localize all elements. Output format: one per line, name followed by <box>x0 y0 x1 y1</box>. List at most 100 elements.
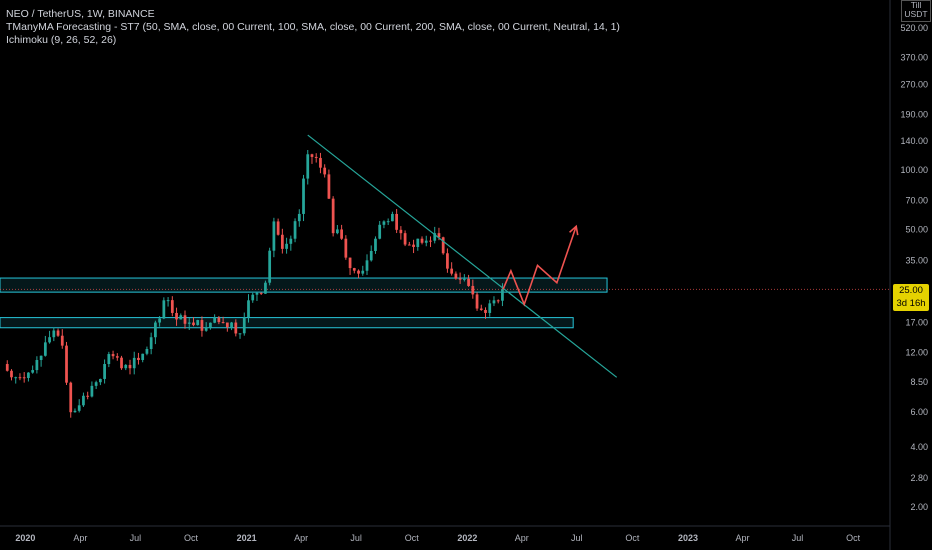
candle-body <box>302 178 305 214</box>
price-tick-label: 70.00 <box>905 196 928 206</box>
candle-body <box>10 370 13 378</box>
price-tick-label: 12.00 <box>905 348 928 358</box>
candle-body <box>306 154 310 179</box>
candle <box>285 237 288 254</box>
candle-body <box>488 303 492 313</box>
candle <box>145 346 149 356</box>
candle <box>149 332 153 355</box>
candle-body <box>255 292 259 295</box>
candle <box>111 350 115 360</box>
candle <box>365 254 369 275</box>
candle-body <box>374 238 377 251</box>
price-tick-label: 2.80 <box>910 473 928 483</box>
price-tick-label: 270.00 <box>900 79 928 89</box>
time-tick-label: Jul <box>350 533 362 543</box>
candle <box>492 296 496 307</box>
candle-body <box>31 370 35 373</box>
candle-body <box>297 213 301 222</box>
candle-body <box>213 317 217 323</box>
indicator-forecasting-label[interactable]: TManyMA Forecasting - ST7 (50, SMA, clos… <box>6 21 620 33</box>
candle-body <box>412 244 415 247</box>
candle <box>31 365 35 374</box>
candle-body <box>492 300 496 304</box>
candle-body <box>90 385 94 397</box>
candle-body <box>145 349 149 354</box>
forecast-arrowhead <box>569 224 579 236</box>
candle <box>137 352 140 365</box>
price-axis[interactable]: 520.00 370.00 270.00 190.00 140.00 100.00 70.0… <box>889 0 928 550</box>
candle-body <box>416 238 420 247</box>
candle-body <box>221 322 225 324</box>
candle <box>200 316 204 337</box>
candle-body <box>310 154 314 157</box>
candle <box>217 316 221 325</box>
candle-body <box>475 294 479 309</box>
price-tick-label: 6.00 <box>910 407 928 417</box>
candle <box>98 378 102 386</box>
candle-body <box>369 250 373 261</box>
candle <box>65 341 68 385</box>
candle-body <box>446 253 449 269</box>
candle <box>56 328 60 337</box>
candle-body <box>56 330 60 336</box>
candle <box>369 245 373 262</box>
time-tick-label: Jul <box>571 533 583 543</box>
candle-body <box>462 278 466 280</box>
time-axis[interactable]: 2020 Apr Jul Oct 2021 Apr Jul Oct 2022 Apr Jul Oct 2… <box>0 525 890 543</box>
candle <box>5 360 9 372</box>
currency-selector[interactable]: Till USDT <box>901 0 931 22</box>
zone-1 <box>0 277 608 293</box>
candle <box>378 220 382 240</box>
time-tick-label: 2022 <box>457 533 477 543</box>
candle <box>302 174 305 222</box>
candle <box>82 392 85 407</box>
candle <box>103 359 106 384</box>
candle-body <box>272 221 276 251</box>
candle-body <box>331 198 335 234</box>
candle-body <box>336 229 339 234</box>
candle <box>399 226 403 240</box>
candle-body <box>484 309 487 313</box>
indicator-ichimoku-label[interactable]: Ichimoku (9, 26, 52, 26) <box>6 34 117 46</box>
candle-body <box>285 243 288 249</box>
candle-body <box>170 300 174 313</box>
candle <box>60 329 64 349</box>
candle <box>297 209 301 227</box>
candle <box>374 236 377 254</box>
candle-body <box>162 300 166 319</box>
time-tick-label: Jul <box>792 533 804 543</box>
candle-body <box>424 240 428 243</box>
candle <box>43 335 47 357</box>
currency-line2: USDT <box>904 9 928 19</box>
symbol-title[interactable]: NEO / TetherUS, 1W, BINANCE <box>6 8 155 20</box>
candle-body <box>73 410 77 413</box>
candle <box>496 299 500 304</box>
candle-body <box>18 377 22 379</box>
time-tick-label: Apr <box>735 533 749 543</box>
candle <box>120 355 123 370</box>
candle-body <box>467 278 470 286</box>
candle-body <box>289 238 293 244</box>
candle <box>251 292 255 303</box>
support-resistance-zones <box>0 277 890 329</box>
candle <box>471 279 475 299</box>
candle <box>192 316 195 327</box>
candle-body <box>395 213 399 230</box>
candle-body <box>158 318 161 323</box>
candle <box>14 376 18 384</box>
candle <box>221 316 225 324</box>
candle <box>69 381 73 418</box>
candle-body <box>77 405 81 411</box>
candle-body <box>399 229 403 234</box>
price-tick-label: 190.00 <box>900 110 928 120</box>
candle-body <box>98 378 102 383</box>
chart-legend: NEO / TetherUS, 1W, BINANCE TManyMA Fore… <box>6 8 620 47</box>
candle-body <box>319 157 322 168</box>
candle-body <box>179 315 183 320</box>
candle-body <box>183 315 187 324</box>
candle-body <box>247 300 250 318</box>
candle-body <box>82 395 85 406</box>
candle-body <box>403 233 407 245</box>
candle-body <box>479 308 483 310</box>
